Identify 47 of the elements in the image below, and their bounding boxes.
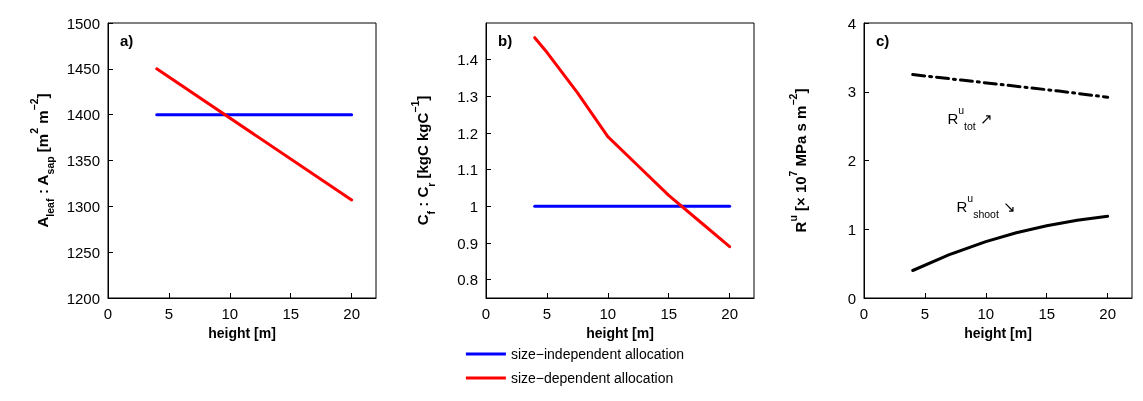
x-tick-label: 10 (221, 305, 239, 322)
y-tick-label: 0.8 (457, 271, 478, 289)
y-tick-label: 1250 (66, 243, 100, 261)
x-tick-label: 20 (1099, 305, 1116, 322)
x-tick-label: 15 (660, 305, 678, 322)
y-axis-title: Ru [× 107 MPa s m−2] (786, 88, 809, 233)
annotation: a) (120, 32, 134, 49)
x-axis-title: height [m] (964, 325, 1032, 341)
annotation: b) (498, 32, 513, 49)
x-axis-title: height [m] (208, 325, 276, 341)
x-tick-label: 20 (343, 305, 360, 322)
y-tick-label: 1.4 (457, 51, 478, 69)
x-tick-label: 20 (721, 305, 738, 322)
text: Aleaf : Asap [m2 m−2] (28, 93, 57, 228)
annotation: c) (876, 32, 890, 49)
y-tick-label: 1350 (66, 152, 100, 169)
x-tick-label: 0 (103, 305, 113, 322)
y-tick-label: 0 (847, 289, 856, 307)
x-axis-title: height [m] (586, 325, 654, 341)
x-tick-label: 15 (282, 305, 300, 322)
y-axis-title: Cf : Cr [kgC kgC−1] (408, 95, 437, 226)
legend-label: size−independent allocation (510, 346, 685, 362)
y-tick-label: 1.3 (457, 87, 478, 105)
x-tick-label: 0 (859, 305, 869, 322)
y-tick-label: 1 (469, 197, 478, 215)
x-tick-label: 0 (481, 305, 491, 322)
y-tick-label: 4 (847, 14, 856, 32)
y-tick-label: 1500 (66, 14, 100, 32)
y-tick-label: 1400 (66, 106, 100, 124)
y-tick-label: 0.9 (457, 234, 478, 252)
line-series (911, 73, 1110, 99)
x-tick-label: 10 (599, 305, 617, 322)
y-tick-label: 3 (847, 83, 856, 101)
line-series (533, 36, 732, 249)
y-tick-label: 1 (847, 220, 856, 238)
y-tick-label: 1450 (66, 60, 100, 78)
x-tick-label: 10 (977, 305, 995, 322)
y-tick-label: 1300 (66, 197, 100, 215)
legend-label: size−dependent allocation (510, 370, 674, 386)
x-tick-label: 5 (920, 305, 930, 322)
y-tick-label: 2 (847, 152, 856, 169)
x-tick-label: 5 (542, 305, 552, 322)
y-tick-label: 1.1 (457, 161, 478, 179)
x-tick-label: 15 (1038, 305, 1056, 322)
y-tick-label: 1.2 (457, 124, 478, 142)
x-tick-label: 5 (164, 305, 174, 322)
y-tick-label: 1200 (66, 289, 100, 307)
